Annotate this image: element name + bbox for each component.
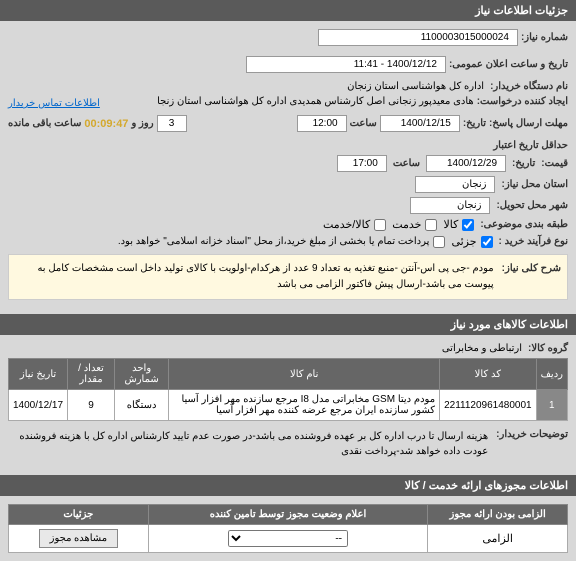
- permits-title: اطلاعات مجوزهای ارائه خدمت / کالا: [405, 480, 568, 492]
- purchase-type-label: نوع فرآیند خرید :: [499, 236, 568, 247]
- cat-goods-label: کالا: [443, 218, 458, 231]
- cat-goods-check[interactable]: کالا: [443, 218, 474, 231]
- cell-num: 1: [536, 390, 567, 421]
- need-number-label: شماره نیاز:: [521, 32, 568, 43]
- remain-days: 3: [157, 115, 187, 132]
- view-permit-button[interactable]: مشاهده مجوز: [39, 529, 118, 548]
- cat-goods-checkbox[interactable]: [462, 219, 474, 231]
- need-number-value: 1100003015000024: [318, 29, 518, 46]
- buyer-notes-label: توضیحات خریدار:: [496, 429, 568, 440]
- ft-cell1: الزامی: [428, 525, 568, 553]
- cat-service-check[interactable]: خدمت: [392, 218, 437, 231]
- goods-header: اطلاعات کالاهای مورد نیاز: [0, 314, 576, 335]
- cat-service-checkbox[interactable]: [425, 219, 437, 231]
- requester-label: ایجاد کننده درخواست:: [477, 96, 568, 107]
- price-label: قیمت:: [541, 158, 568, 169]
- group-value: ارتباطی و مخابراتی: [442, 343, 522, 354]
- delivery-city-value: زنجان: [410, 197, 490, 214]
- cell-qty: 9: [68, 390, 115, 421]
- time-label-2: ساعت: [393, 158, 420, 169]
- need-loc-value: زنجان: [415, 176, 495, 193]
- ft-col1: الزامی بودن ارائه مجوز: [428, 505, 568, 525]
- min-valid-time: 17:00: [337, 155, 387, 172]
- time-label-1: ساعت: [350, 118, 377, 129]
- until-label-2: تاریخ:: [512, 158, 535, 169]
- purchase-note-check[interactable]: پرداخت تمام یا بخشی از مبلغ خرید،از محل …: [118, 236, 446, 248]
- partial-checkbox[interactable]: [481, 236, 493, 248]
- goods-header-title: اطلاعات کالاهای مورد نیاز: [451, 319, 568, 331]
- permits-row: الزامی -- مشاهده مجوز: [9, 525, 568, 553]
- th-date: تاریخ نیاز: [9, 359, 68, 390]
- goods-table: ردیف کد کالا نام کالا واحد شمارش تعداد /…: [8, 358, 568, 421]
- partial-check[interactable]: جزئی: [451, 235, 492, 248]
- main-header: جزئیات اطلاعات نیاز: [0, 0, 576, 21]
- until-label: تاریخ:: [463, 118, 486, 129]
- cat-both-checkbox[interactable]: [374, 219, 386, 231]
- purchase-note-checkbox[interactable]: [433, 236, 445, 248]
- permits-section: الزامی بودن ارائه مجوز اعلام وضعیت مجوز …: [0, 496, 576, 561]
- th-unit: واحد شمارش: [114, 359, 168, 390]
- cell-date: 1400/12/17: [9, 390, 68, 421]
- remain-timer: 00:09:47: [84, 118, 128, 130]
- min-valid-label: حداقل تاریخ اعتبار: [493, 140, 568, 151]
- announce-label: تاریخ و ساعت اعلان عمومی:: [449, 59, 568, 70]
- meta-section: شماره نیاز: 1100003015000024 تاریخ و ساع…: [0, 21, 576, 314]
- group-label: گروه کالا:: [528, 343, 568, 354]
- need-desc-text: مودم -جی پی اس-آنتن -منبع تغذیه به تعداد…: [15, 261, 494, 293]
- delivery-city-label: شهر محل تحویل:: [496, 200, 568, 211]
- requester-value: هادی معیدپور زنجانی اصل کارشناس همدیدی ا…: [157, 96, 474, 107]
- buyer-device-value: اداره کل هواشناسی استان زنجان: [347, 81, 484, 92]
- cat-both-label: کالا/خدمت: [323, 218, 370, 231]
- announce-value: 1400/12/12 - 11:41: [246, 56, 446, 73]
- cell-code: 2211120961480001: [440, 390, 537, 421]
- cell-name: مودم دیتا GSM مخابراتی مدل I8 مرجع سازند…: [169, 390, 440, 421]
- permits-table: الزامی بودن ارائه مجوز اعلام وضعیت مجوز …: [8, 504, 568, 553]
- table-row: 1 2211120961480001 مودم دیتا GSM مخابرات…: [9, 390, 568, 421]
- need-desc-box: شرح کلی نیاز: مودم -جی پی اس-آنتن -منبع …: [8, 254, 568, 300]
- deadline-reply-label: مهلت ارسال پاسخ:: [489, 118, 568, 129]
- ft-col2: اعلام وضعیت مجوز توسط تامین کننده: [148, 505, 428, 525]
- cat-both-check[interactable]: کالا/خدمت: [323, 218, 386, 231]
- permits-header: اطلاعات مجوزهای ارائه خدمت / کالا: [0, 475, 576, 496]
- buyer-notes-block: توضیحات خریدار: هزینه ارسال تا درب اداره…: [8, 429, 568, 459]
- goods-section: گروه کالا: ارتباطی و مخابراتی ردیف کد کا…: [0, 335, 576, 475]
- deadline-date: 1400/12/15: [380, 115, 460, 132]
- header-title: جزئیات اطلاعات نیاز: [475, 5, 568, 17]
- purchase-note-text: پرداخت تمام یا بخشی از مبلغ خرید،از محل …: [118, 236, 430, 247]
- cell-unit: دستگاه: [114, 390, 168, 421]
- contact-link[interactable]: اطلاعات تماس خریدار: [8, 98, 100, 109]
- buyer-device-label: نام دستگاه خریدار:: [490, 81, 568, 92]
- category-label: طبقه بندی موضوعی:: [480, 219, 568, 230]
- th-code: کد کالا: [440, 359, 537, 390]
- need-loc-label: استان محل نیاز:: [501, 179, 568, 190]
- ft-col3: جزئیات: [9, 505, 149, 525]
- deadline-time: 12:00: [297, 115, 347, 132]
- th-name: نام کالا: [169, 359, 440, 390]
- need-desc-label: شرح کلی نیاز:: [502, 261, 561, 277]
- th-num: ردیف: [536, 359, 567, 390]
- day-and-label: روز و: [131, 118, 153, 129]
- cat-service-label: خدمت: [392, 218, 421, 231]
- status-select[interactable]: --: [228, 530, 348, 547]
- th-qty: تعداد / مقدار: [68, 359, 115, 390]
- buyer-notes-text: هزینه ارسال تا درب اداره کل بر عهده فروش…: [8, 429, 488, 459]
- min-valid-date: 1400/12/29: [426, 155, 506, 172]
- remain-label: ساعت باقی مانده: [8, 118, 81, 129]
- partial-label: جزئی: [451, 235, 476, 248]
